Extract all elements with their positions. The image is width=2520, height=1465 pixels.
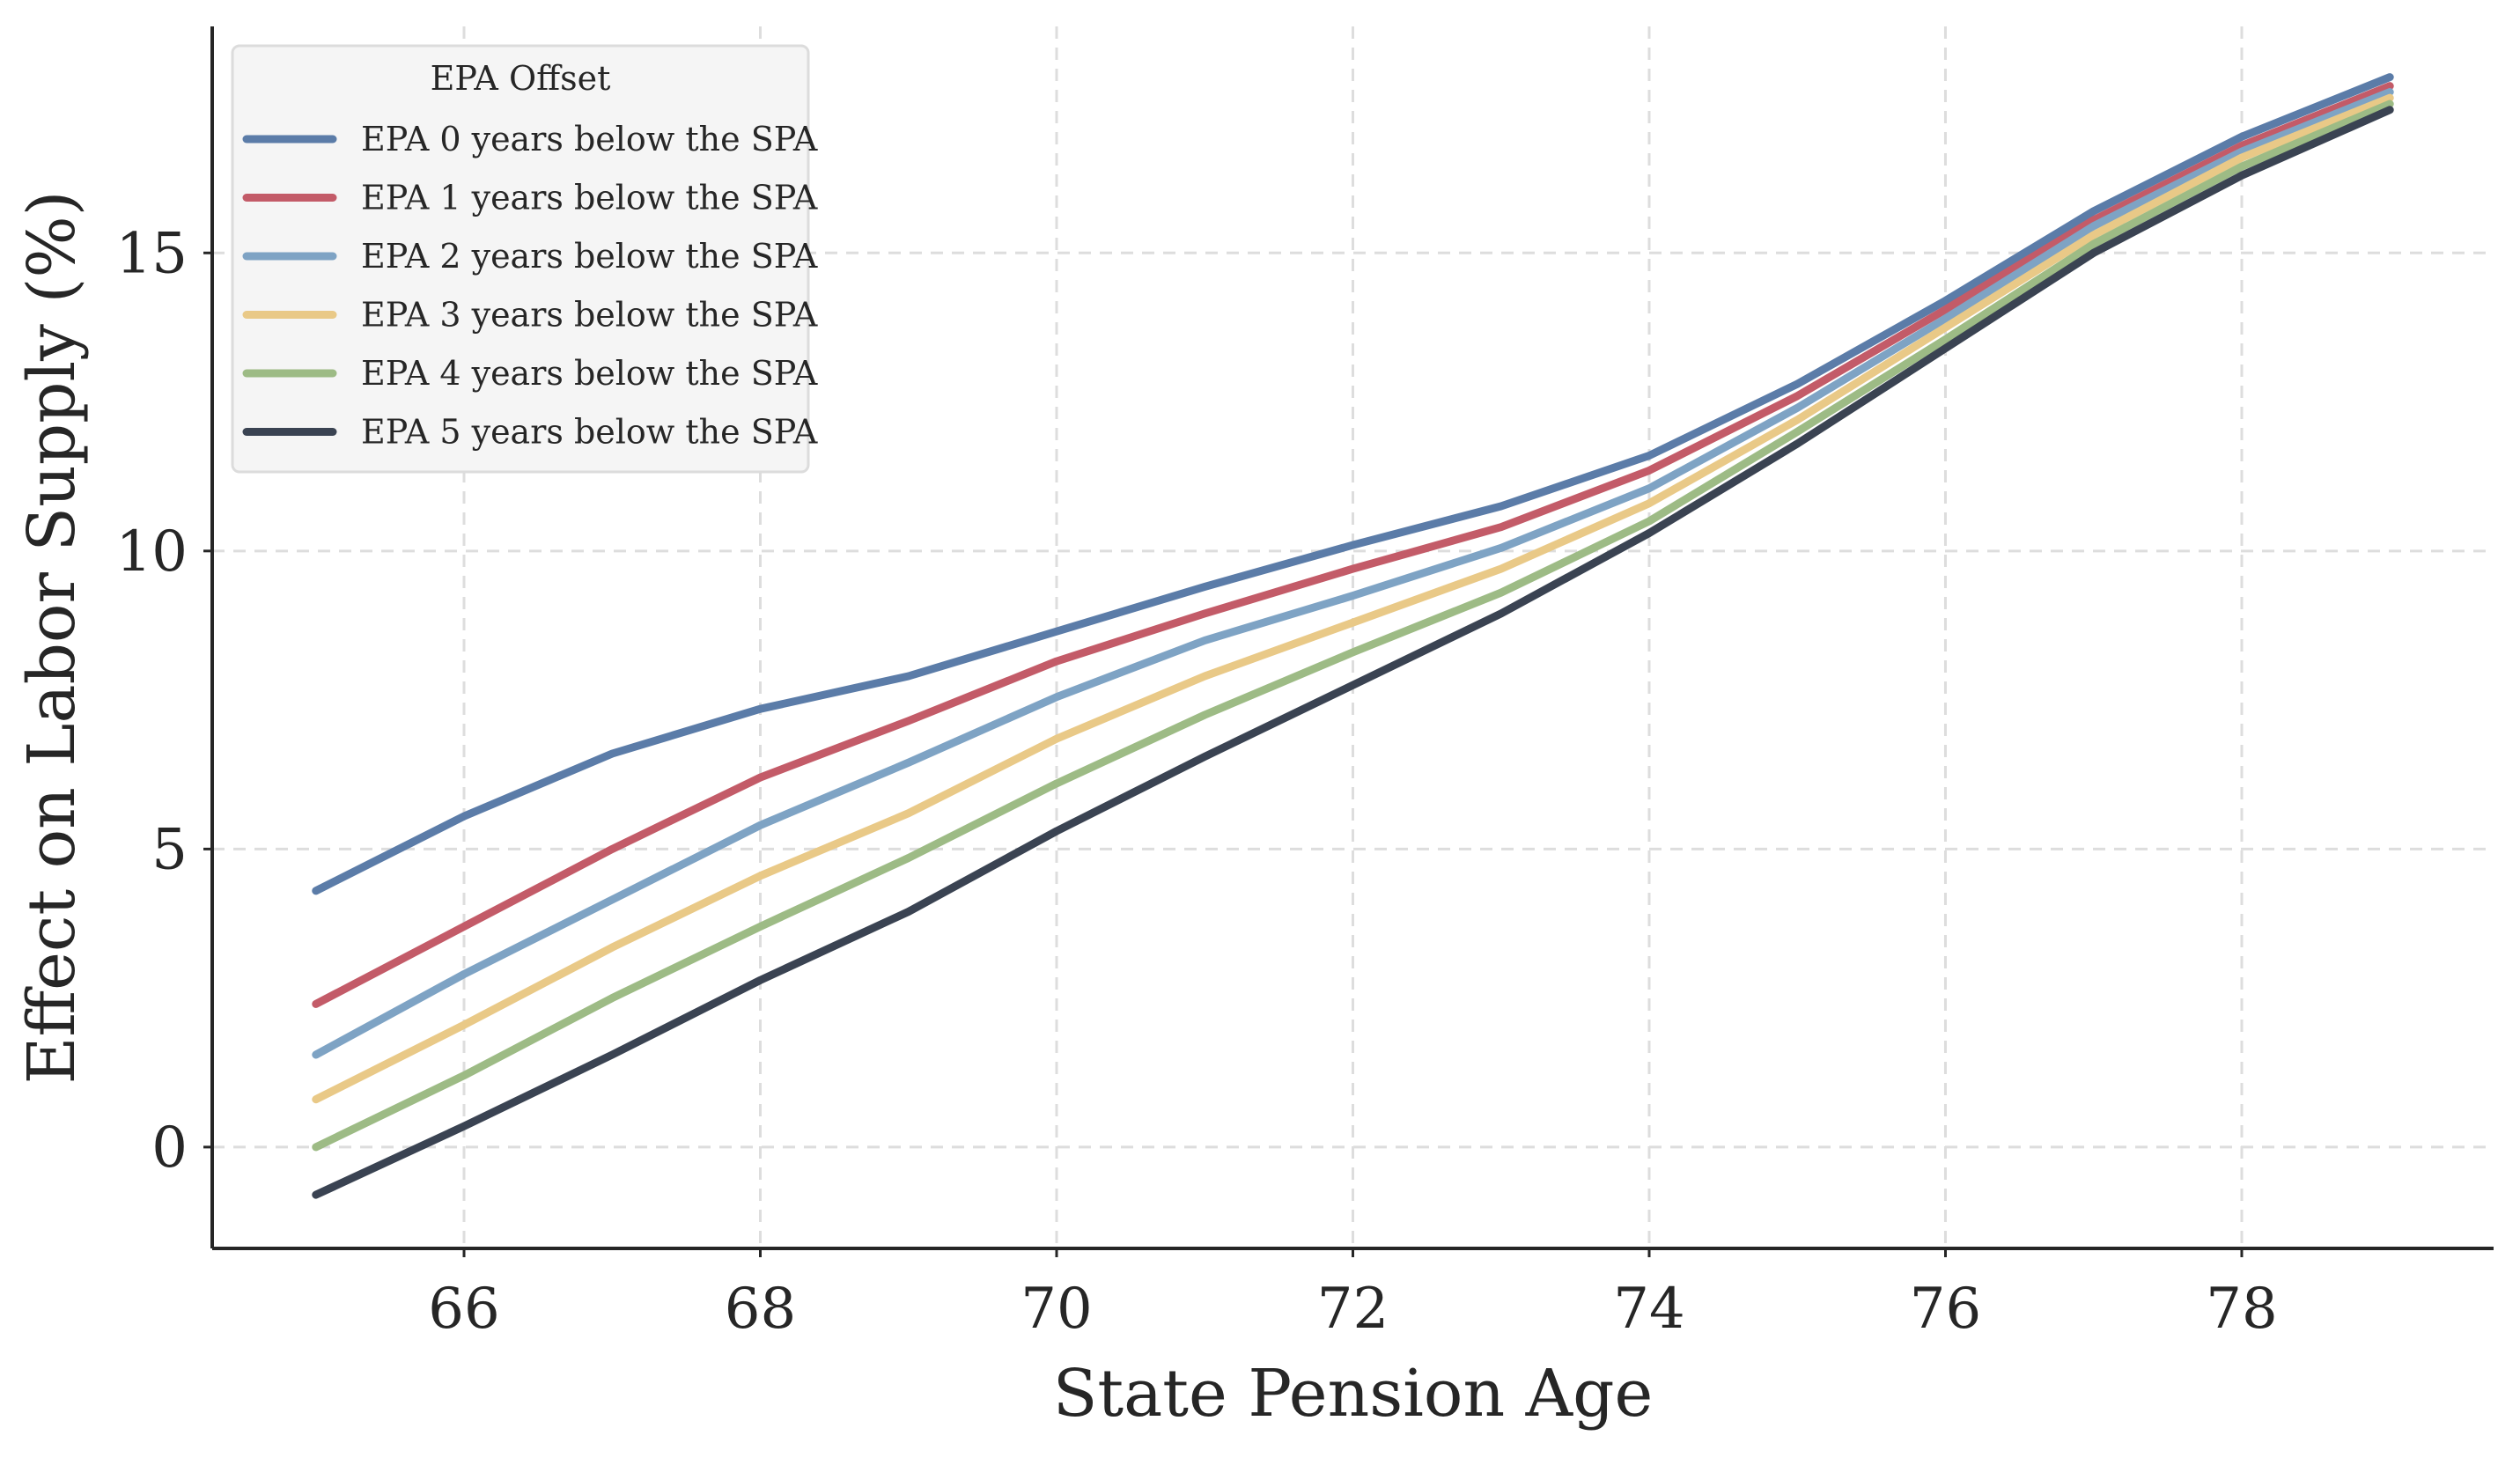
- series-lines: [312, 73, 2394, 1199]
- series-line-5: [312, 106, 2394, 1199]
- y-tick-label: 0: [151, 1115, 188, 1181]
- x-tick-label: 68: [725, 1277, 796, 1342]
- legend-label-0: EPA 0 years below the SPA: [361, 120, 818, 158]
- tick-labels: 66 68 70 72 74 76 78 0 5 10 15: [116, 221, 2278, 1342]
- y-tick-label: 5: [151, 817, 188, 882]
- x-tick-label: 78: [2206, 1277, 2277, 1342]
- y-tick-label: 10: [116, 519, 188, 585]
- y-axis-title: Effect on Labor Supply (%): [14, 190, 90, 1084]
- legend-box: [231, 44, 810, 474]
- series-line-2: [312, 88, 2394, 1059]
- grid: [212, 26, 2494, 1248]
- x-tick-label: 74: [1613, 1277, 1684, 1342]
- x-tick-label: 76: [1910, 1277, 1981, 1342]
- legend: EPA Offset EPA 0 years below the SPA EPA 1…: [231, 44, 818, 474]
- series-line-3: [312, 93, 2394, 1104]
- x-tick-label: 66: [428, 1277, 499, 1342]
- legend-label-3: EPA 3 years below the SPA: [361, 296, 818, 335]
- legend-label-5: EPA 5 years below the SPA: [361, 413, 818, 452]
- legend-label-4: EPA 4 years below the SPA: [361, 354, 818, 393]
- y-tick-label: 15: [116, 221, 188, 286]
- x-tick-label: 70: [1021, 1277, 1092, 1342]
- legend-label-2: EPA 2 years below the SPA: [361, 237, 818, 276]
- series-line-4: [312, 99, 2394, 1152]
- series-line-1: [312, 82, 2394, 1008]
- legend-label-1: EPA 1 years below the SPA: [361, 179, 818, 217]
- legend-title: EPA Offset: [431, 59, 611, 98]
- x-tick-label: 72: [1317, 1277, 1389, 1342]
- series-line-0: [312, 73, 2394, 895]
- x-axis-title: State Pension Age: [1053, 1356, 1654, 1432]
